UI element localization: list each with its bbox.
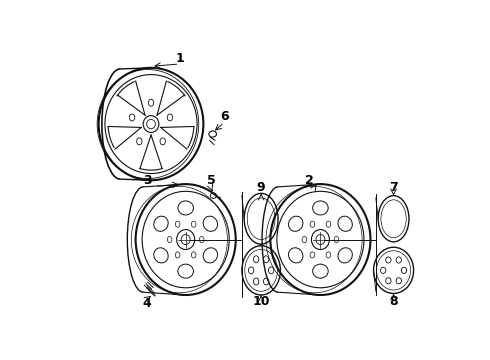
Text: 10: 10: [252, 294, 270, 308]
Text: 8: 8: [389, 294, 398, 308]
Text: 7: 7: [389, 181, 398, 194]
Text: 6: 6: [220, 110, 228, 123]
Text: 9: 9: [257, 181, 266, 194]
Text: 3: 3: [143, 174, 151, 187]
Text: 1: 1: [175, 52, 184, 65]
Text: 4: 4: [143, 297, 151, 310]
Text: 5: 5: [207, 174, 216, 187]
Text: 2: 2: [304, 174, 313, 187]
